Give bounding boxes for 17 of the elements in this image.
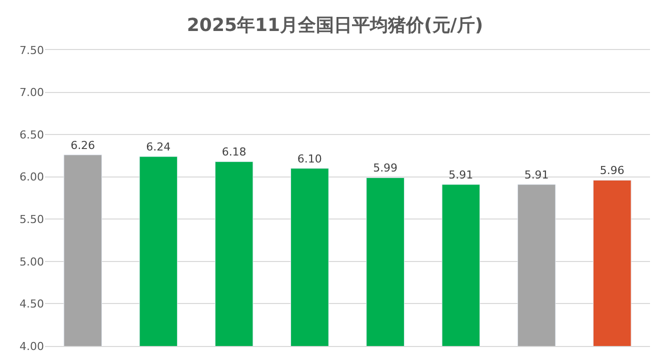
- y-tick-label: 6.00: [20, 170, 44, 184]
- data-label: 5.96: [600, 164, 624, 178]
- data-label: 6.10: [297, 152, 322, 166]
- y-tick-label: 6.50: [20, 128, 44, 142]
- y-tick-label: 4.50: [20, 298, 44, 311]
- y-tick-label: 5.00: [20, 255, 44, 268]
- y-tick-label: 7.50: [20, 44, 44, 57]
- data-label: 6.18: [222, 146, 246, 159]
- y-tick-label: 4.00: [20, 340, 44, 353]
- data-label: 5.99: [373, 162, 398, 175]
- data-label: 6.26: [70, 138, 96, 152]
- chart-title: 2025年11月全国日平均猪价(元/斤): [186, 14, 484, 36]
- data-label: 6.24: [146, 140, 171, 154]
- y-tick-label: 7.00: [20, 86, 44, 100]
- data-label: 5.91: [524, 168, 549, 182]
- y-tick-label: 5.50: [20, 212, 44, 226]
- data-label: 5.91: [448, 168, 474, 182]
